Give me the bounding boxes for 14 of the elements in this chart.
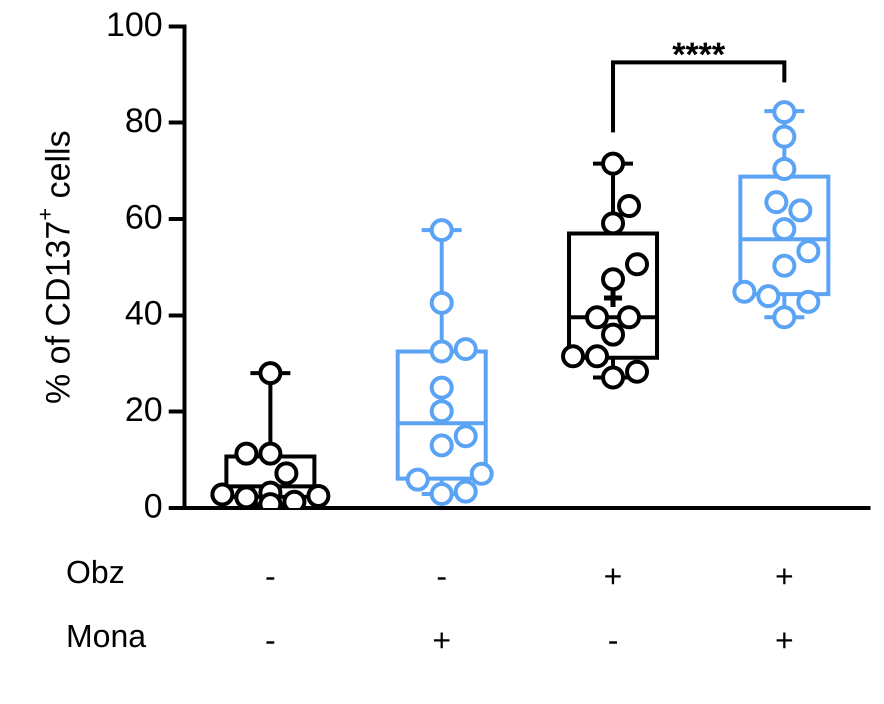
- x-tick-label: + +: [774, 558, 794, 658]
- text: Mona: [66, 618, 146, 654]
- y-tick-label: 20: [124, 391, 163, 430]
- y-tick-label: 100: [106, 6, 163, 44]
- annotation: ****: [672, 36, 726, 74]
- y-tick-label: 60: [124, 198, 163, 236]
- text: Obz: [66, 554, 125, 590]
- y-tick-label: 40: [124, 294, 163, 333]
- y-axis-title: % of CD137+ cells: [32, 130, 78, 404]
- x-tick-label: + -: [604, 558, 622, 658]
- y-tick-label: 80: [124, 102, 163, 140]
- x-tick-label: - -: [265, 558, 276, 658]
- x-tick-label: - +: [432, 558, 452, 658]
- y-tick-label: 0: [144, 487, 163, 526]
